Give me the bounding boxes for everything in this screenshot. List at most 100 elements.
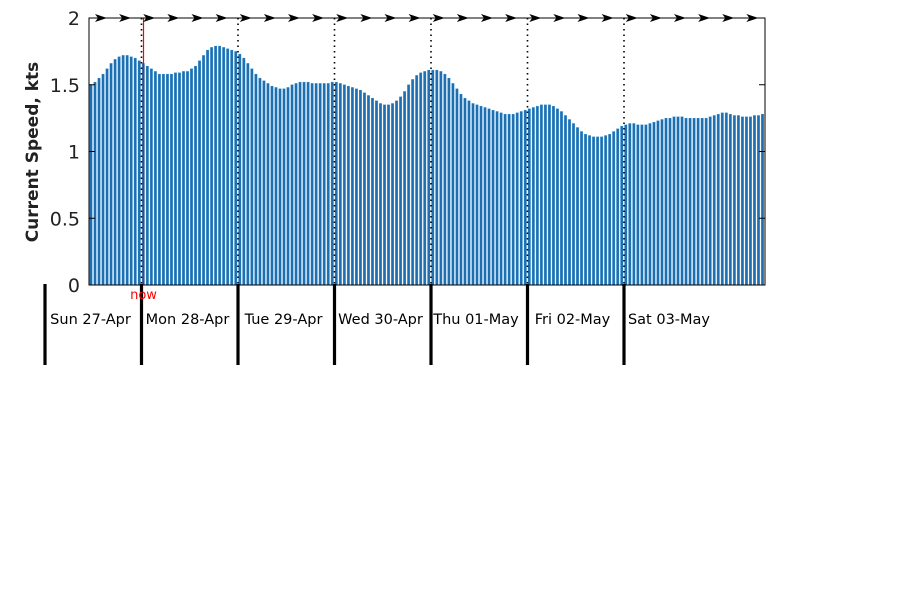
data-bar <box>375 100 378 286</box>
data-bar <box>435 69 439 286</box>
data-bar <box>463 97 467 286</box>
data-bar <box>757 115 760 286</box>
data-bar <box>628 123 632 286</box>
data-bar <box>161 73 165 286</box>
data-bar <box>226 48 230 286</box>
data-bar <box>676 116 680 286</box>
data-bar <box>149 68 153 286</box>
data-bar <box>318 83 322 286</box>
data-bar <box>399 96 403 286</box>
data-bar <box>274 87 278 286</box>
data-bar <box>286 87 290 286</box>
data-bar <box>89 84 93 286</box>
data-bar <box>644 124 648 286</box>
y-tick-label: 2 <box>68 8 80 30</box>
data-bar <box>371 97 374 286</box>
data-bar <box>427 69 431 286</box>
data-bar <box>716 113 720 286</box>
data-bar <box>600 136 604 286</box>
data-bar <box>270 85 274 286</box>
data-bar <box>443 73 447 286</box>
data-bar <box>105 68 109 286</box>
data-bar <box>745 116 748 286</box>
direction-arrow <box>288 14 300 22</box>
data-bar <box>242 57 246 286</box>
data-bar <box>652 121 656 286</box>
bars-layer <box>89 45 764 286</box>
data-bar <box>359 89 362 286</box>
y-tick-label: 0 <box>68 275 80 297</box>
day-label: Tue 29-Apr <box>244 312 323 328</box>
direction-arrow <box>625 14 638 22</box>
direction-arrow <box>360 14 373 22</box>
direction-arrows <box>95 14 759 22</box>
data-bar <box>222 47 226 286</box>
data-bar <box>499 112 503 286</box>
data-bar <box>137 60 141 286</box>
direction-arrow <box>577 14 590 22</box>
y-axis-title: Current Speed, kts <box>23 62 43 243</box>
data-bar <box>612 131 616 286</box>
data-bar <box>411 79 415 286</box>
data-bar <box>190 68 193 286</box>
data-bar <box>230 49 234 286</box>
data-bar <box>503 113 507 286</box>
data-bar <box>238 53 242 286</box>
direction-arrow <box>336 14 349 22</box>
data-bar <box>656 120 660 286</box>
data-bar <box>383 104 386 286</box>
data-bar <box>708 116 712 286</box>
data-bar <box>535 105 539 286</box>
data-bar <box>117 56 121 286</box>
data-bar <box>182 71 185 286</box>
data-bar <box>439 71 443 286</box>
direction-arrow <box>143 14 156 22</box>
day-label: Sat 03-May <box>628 312 710 328</box>
data-bar <box>664 117 668 286</box>
y-tick-label: 0.5 <box>50 208 80 230</box>
data-bar <box>487 108 491 286</box>
data-bar <box>342 84 346 286</box>
data-bar <box>346 85 350 286</box>
data-bar <box>684 117 688 286</box>
data-bar <box>282 88 286 286</box>
data-bar <box>632 123 636 286</box>
direction-arrow <box>746 14 759 22</box>
direction-arrow <box>505 14 518 22</box>
data-bar <box>254 73 258 286</box>
data-bar <box>186 71 189 286</box>
direction-arrow <box>239 14 252 22</box>
data-bar <box>531 107 535 286</box>
data-bar <box>588 135 591 286</box>
data-bar <box>306 81 310 286</box>
data-bar <box>704 117 708 286</box>
data-bar <box>471 103 475 286</box>
direction-arrow <box>408 14 421 22</box>
direction-arrow <box>674 14 686 22</box>
data-bar <box>523 109 527 286</box>
data-bar <box>732 115 736 286</box>
data-bar <box>552 105 555 286</box>
data-bar <box>419 72 423 286</box>
day-label: Fri 02-May <box>535 312 611 328</box>
data-bar <box>584 133 587 286</box>
day-label: Thu 01-May <box>432 312 519 328</box>
data-bar <box>576 127 579 286</box>
data-bar <box>455 88 459 286</box>
grid-layer <box>43 18 626 365</box>
data-bar <box>572 123 575 286</box>
data-bar <box>511 113 515 286</box>
data-bar <box>338 83 342 286</box>
data-bar <box>596 136 600 286</box>
data-bar <box>218 45 222 286</box>
data-bar <box>696 117 700 286</box>
direction-arrow <box>456 14 469 22</box>
data-bar <box>479 105 483 286</box>
direction-arrow <box>215 14 228 22</box>
data-bar <box>660 119 664 286</box>
data-bar <box>109 63 113 286</box>
data-bar <box>290 84 294 286</box>
data-bar <box>475 104 479 286</box>
data-bar <box>198 60 201 286</box>
